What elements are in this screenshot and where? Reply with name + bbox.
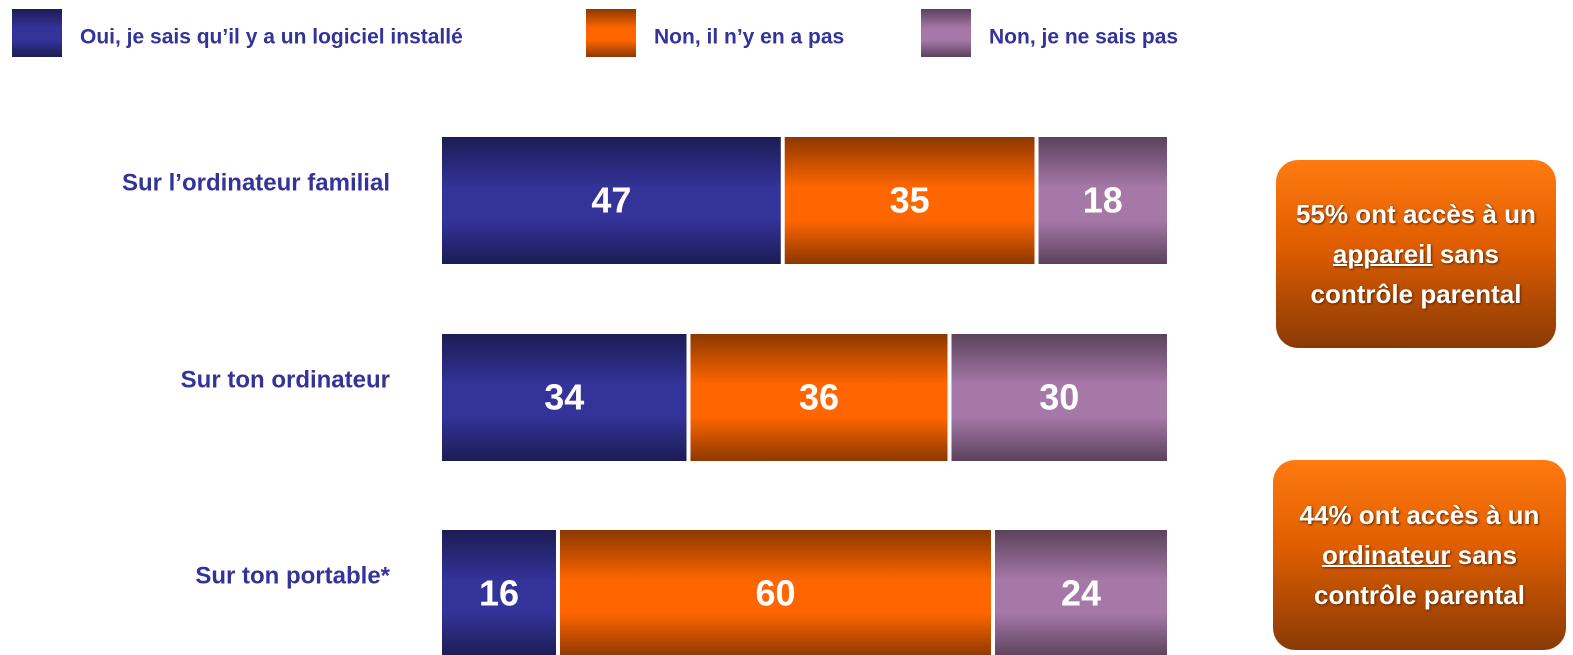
callout-text: 55% ont accès à un appareil sans contrôl… xyxy=(1294,194,1538,314)
value-label: 36 xyxy=(799,377,839,418)
bar-shade xyxy=(560,530,991,655)
legend-label: Non, je ne sais pas xyxy=(989,26,1178,49)
y-tick-label: Sur l’ordinateur familial xyxy=(122,169,390,196)
bar-shade xyxy=(442,530,556,655)
callout-before: 44% ont accès à un xyxy=(1299,500,1540,530)
bar-shade xyxy=(951,334,1167,461)
legend-label: Oui, je sais qu’il y a un logiciel insta… xyxy=(80,26,463,49)
bar-shade xyxy=(995,530,1167,655)
value-label: 30 xyxy=(1039,377,1079,418)
value-label: 18 xyxy=(1083,180,1123,221)
value-label: 35 xyxy=(890,180,930,221)
bar-shade xyxy=(442,137,781,264)
bar-shade xyxy=(1038,137,1167,264)
legend-swatch-shade xyxy=(12,9,62,57)
legend-swatch-shade xyxy=(586,9,636,57)
bar-shade xyxy=(784,137,1035,264)
value-label: 16 xyxy=(479,573,519,614)
legend-swatch-shade xyxy=(921,9,971,57)
y-tick-label: Sur ton portable* xyxy=(195,562,390,589)
callout-text: 44% ont accès à un ordinateur sans contr… xyxy=(1291,495,1548,615)
bar-shade xyxy=(442,334,687,461)
callout-after: sans contrôle parental xyxy=(1314,540,1525,610)
callout: 44% ont accès à un ordinateur sans contr… xyxy=(1273,460,1566,650)
y-tick-label: Sur ton ordinateur xyxy=(181,366,390,393)
callout-emphasis: ordinateur xyxy=(1321,540,1451,570)
callout: 55% ont accès à un appareil sans contrôl… xyxy=(1276,160,1556,348)
legend-label: Non, il n’y en a pas xyxy=(654,26,844,49)
callout-emphasis: appareil xyxy=(1332,239,1433,269)
bar-shade xyxy=(690,334,948,461)
value-label: 60 xyxy=(755,573,795,614)
callout-after: sans contrôle parental xyxy=(1310,239,1522,309)
callout-before: 55% ont accès à un xyxy=(1296,199,1536,229)
value-label: 24 xyxy=(1061,573,1101,614)
value-label: 34 xyxy=(544,377,584,418)
value-label: 47 xyxy=(591,180,631,221)
